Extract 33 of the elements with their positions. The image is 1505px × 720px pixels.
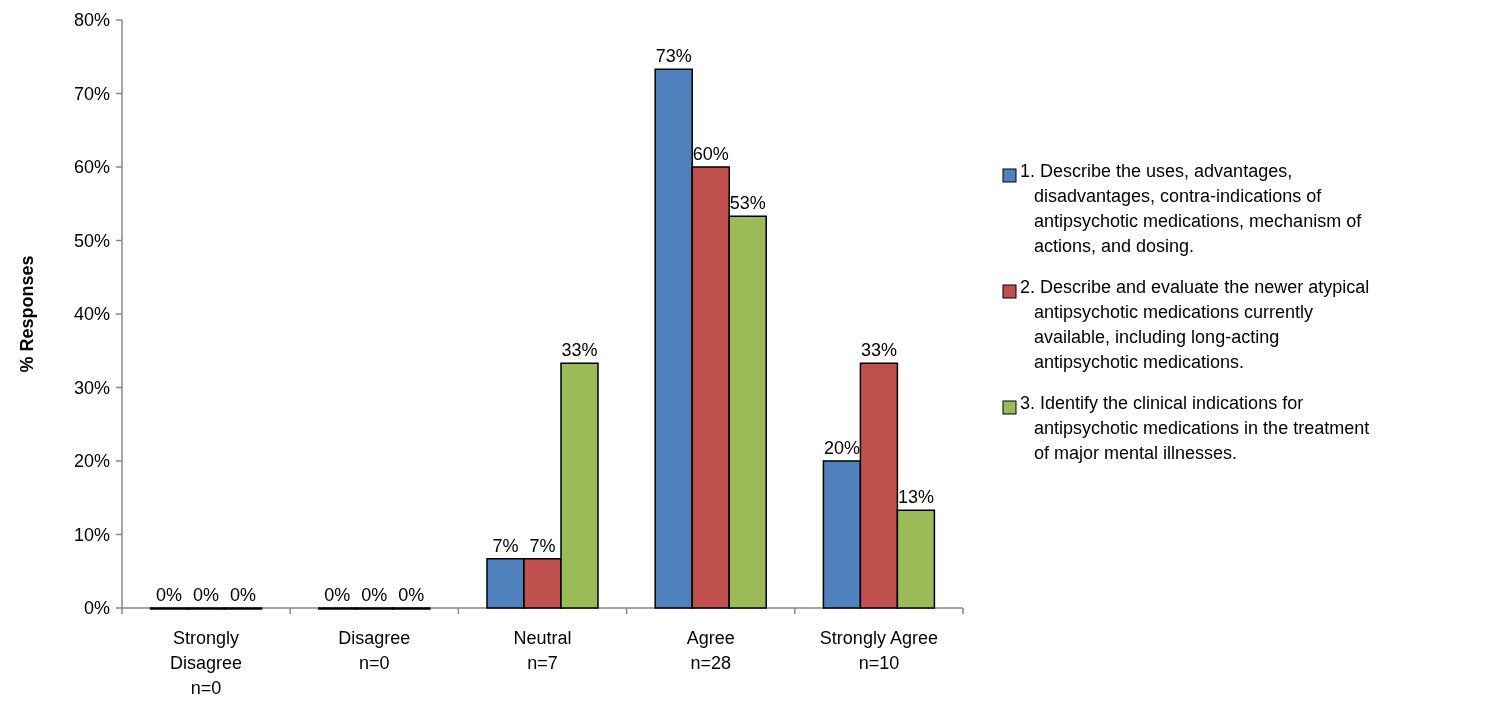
data-label: 53% [729, 193, 766, 214]
data-label: 13% [897, 487, 934, 508]
data-label: 0% [193, 585, 220, 605]
y-tick-label: 20% [73, 451, 110, 472]
data-label: 0% [324, 585, 351, 605]
legend-label: 1. Describe the uses, advantages, disadvantages, contra-indications of antipsychotic medications, mechanism of actions, and dosing. [1020, 161, 1363, 256]
y-tick-label: 50% [73, 230, 110, 251]
x-tick-label: Agree n=28 [686, 628, 735, 673]
x-tick-label: Disagree n=0 [338, 628, 411, 673]
data-label: 0% [156, 585, 183, 605]
x-tick-label: Strongly Disagree n=0 [170, 628, 243, 698]
y-tick-label: 80% [73, 10, 110, 31]
data-label: 33% [860, 340, 897, 361]
y-tick-label: 70% [73, 83, 110, 104]
y-axis-title: % Responses [17, 255, 37, 373]
y-tick-label: 10% [73, 524, 110, 545]
data-label: 0% [398, 585, 425, 605]
y-tick-label: 40% [73, 304, 110, 325]
legend-label: 2. Describe and evaluate the newer atypical antipsychotic medications currently available, including long-acting antipsychotic medications. [1020, 277, 1370, 372]
data-label: 60% [692, 144, 729, 164]
data-label: 7% [492, 535, 519, 556]
data-label: 0% [230, 585, 257, 605]
y-tick-label: 0% [83, 598, 110, 619]
y-tick-label: 60% [73, 157, 110, 178]
y-tick-label: 30% [73, 377, 110, 398]
legend-label: 3. Identify the clinical indications for antipsychotic medications in the treatment of major mental illnesses. [1020, 393, 1370, 463]
x-tick-label: Neutral n=7 [513, 628, 572, 673]
data-label: 7% [529, 535, 556, 556]
data-label: 20% [823, 438, 860, 458]
x-tick-label: Strongly Agree n=10 [819, 628, 938, 673]
data-label: 73% [655, 46, 692, 67]
data-label: 0% [361, 585, 388, 605]
data-label: 33% [561, 340, 598, 361]
